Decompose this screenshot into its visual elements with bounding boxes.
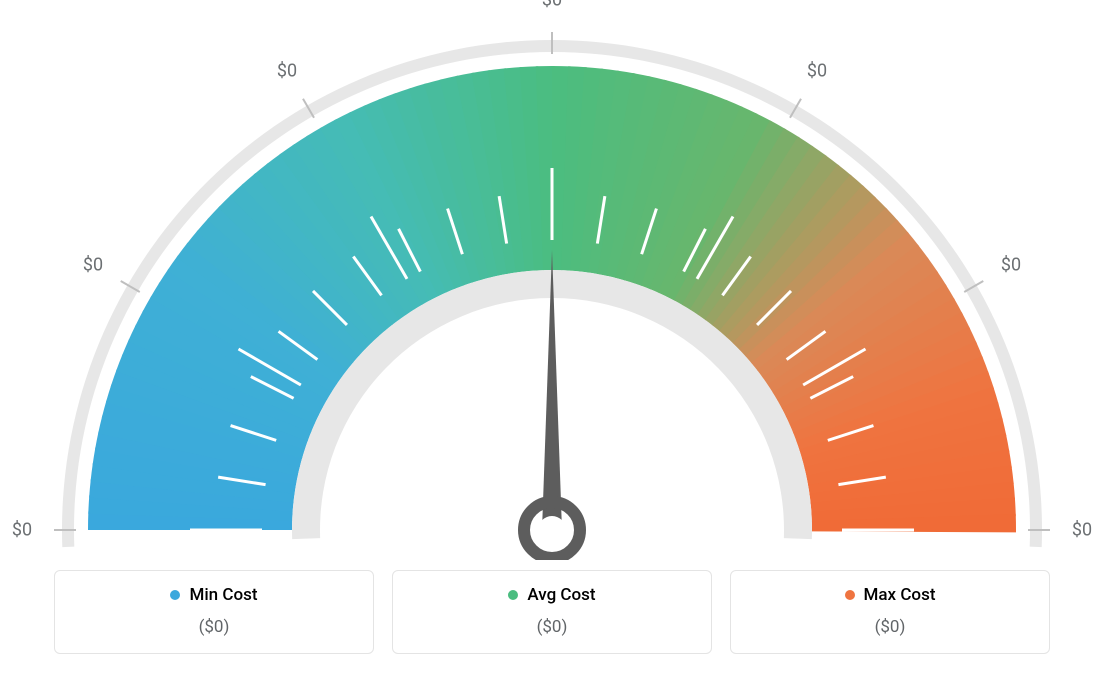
gauge-label-5: $0 bbox=[1001, 255, 1021, 276]
gauge-label-1: $0 bbox=[83, 255, 103, 276]
gauge-chart: $0 $0 $0 $0 $0 $0 $0 bbox=[0, 0, 1104, 560]
legend-dot-max bbox=[845, 590, 855, 600]
legend-label-max: Max Cost bbox=[845, 585, 936, 605]
gauge-label-6: $0 bbox=[1072, 520, 1092, 541]
legend-label-min: Min Cost bbox=[170, 585, 257, 605]
gauge-label-4: $0 bbox=[807, 61, 827, 82]
legend-label-avg: Avg Cost bbox=[508, 585, 595, 605]
legend-box-max: Max Cost ($0) bbox=[730, 570, 1050, 654]
legend-text-min: Min Cost bbox=[189, 585, 257, 605]
legend-value-avg: ($0) bbox=[403, 617, 701, 637]
gauge-label-0: $0 bbox=[12, 520, 32, 541]
legend-text-avg: Avg Cost bbox=[527, 585, 595, 605]
gauge-label-3: $0 bbox=[542, 0, 562, 11]
legend-box-avg: Avg Cost ($0) bbox=[392, 570, 712, 654]
gauge-label-2: $0 bbox=[277, 61, 297, 82]
legend-value-min: ($0) bbox=[65, 617, 363, 637]
legend-box-min: Min Cost ($0) bbox=[54, 570, 374, 654]
legend-dot-min bbox=[170, 590, 180, 600]
legend-text-max: Max Cost bbox=[864, 585, 936, 605]
legend-row: Min Cost ($0) Avg Cost ($0) Max Cost ($0… bbox=[0, 570, 1104, 654]
legend-value-max: ($0) bbox=[741, 617, 1039, 637]
gauge-svg bbox=[0, 0, 1104, 560]
legend-dot-avg bbox=[508, 590, 518, 600]
